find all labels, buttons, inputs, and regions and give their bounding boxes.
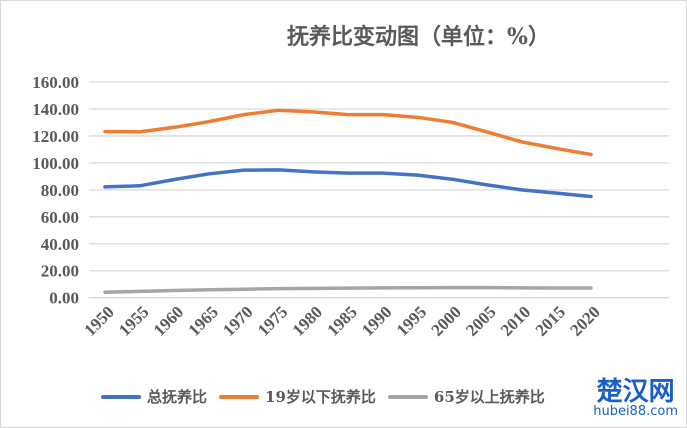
legend: 总抚养比 19岁以下抚养比 65岁以上抚养比 (101, 386, 545, 407)
series-line (103, 285, 593, 295)
x-tick-label: 2020 (566, 302, 603, 339)
y-tick-label: 120.00 (32, 127, 79, 146)
x-tick-label: 1955 (115, 302, 152, 339)
x-tick-label: 1960 (150, 302, 187, 339)
legend-label: 19岁以下抚养比 (265, 388, 376, 406)
x-tick-label: 1950 (80, 302, 117, 339)
series-line (103, 108, 593, 157)
x-tick-label: 1980 (289, 302, 326, 339)
chart-title: 抚养比变动图（单位：%） (287, 24, 550, 50)
legend-swatch (219, 394, 260, 399)
x-tick-label: 2015 (532, 302, 569, 339)
x-tick-label: 1990 (358, 302, 395, 339)
legend-label: 65岁以上抚养比 (433, 388, 545, 406)
y-tick-label: 0.00 (49, 289, 79, 308)
watermark-logo: 楚汉网 hubei88.com (593, 371, 678, 419)
series-line (103, 168, 593, 199)
y-tick-label: 20.00 (41, 262, 79, 281)
x-tick-label: 1965 (184, 302, 221, 339)
x-tick-label: 1985 (323, 302, 360, 339)
x-tick-label: 1975 (254, 302, 291, 339)
y-tick-label: 80.00 (41, 181, 79, 200)
y-tick-label: 140.00 (32, 100, 79, 119)
legend-item: 65岁以上抚养比 (387, 386, 545, 407)
x-tick-label: 2010 (497, 302, 534, 339)
y-tick-label: 100.00 (32, 154, 79, 173)
x-tick-label: 2000 (427, 302, 464, 339)
watermark-url: hubei88.com (593, 404, 678, 419)
legend-item: 总抚养比 (101, 386, 207, 407)
legend-item: 19岁以下抚养比 (219, 386, 376, 407)
watermark-name: 楚汉网 (596, 377, 675, 407)
legend-swatch (387, 394, 428, 399)
legend-swatch (101, 394, 141, 399)
x-tick-label: 1970 (219, 302, 256, 339)
x-tick-label: 2005 (462, 302, 499, 339)
y-tick-label: 160.00 (32, 73, 79, 92)
legend-label: 总抚养比 (147, 388, 208, 406)
x-tick-label: 1995 (393, 302, 430, 339)
y-tick-label: 60.00 (41, 208, 79, 227)
y-tick-label: 40.00 (41, 235, 79, 254)
